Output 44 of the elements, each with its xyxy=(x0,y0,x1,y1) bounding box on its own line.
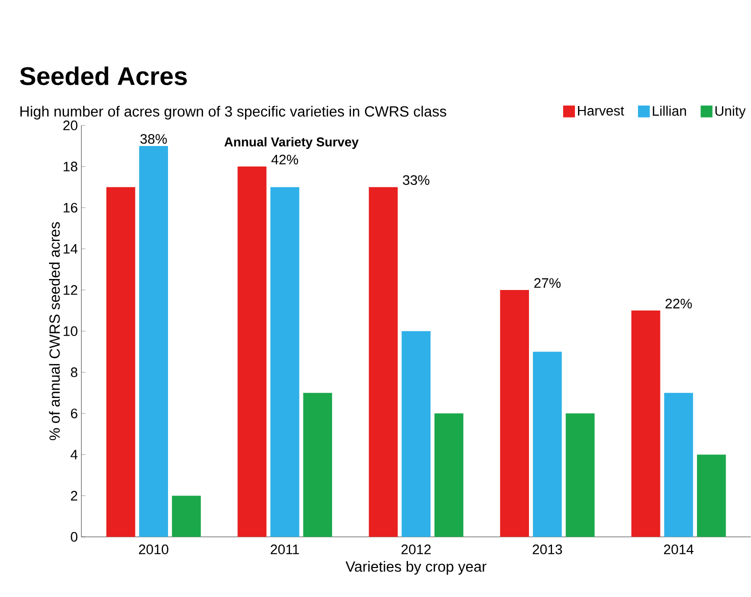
y-tick-label: 10 xyxy=(64,326,78,336)
x-tick-label: 2011 xyxy=(270,544,299,554)
bar xyxy=(139,146,168,538)
legend-label: Unity xyxy=(715,106,746,119)
x-tick-label: 2013 xyxy=(532,544,562,554)
y-tick-label: 16 xyxy=(64,203,78,213)
y-tick-label: 14 xyxy=(64,244,78,254)
annotation: 22% xyxy=(666,298,692,309)
bar xyxy=(402,331,431,538)
bar xyxy=(172,496,201,538)
y-tick-label: 12 xyxy=(64,285,78,295)
x-tick-label: 2010 xyxy=(139,544,168,554)
y-tick-label: 6 xyxy=(70,408,78,419)
bar xyxy=(631,310,660,538)
chart-subtitle: High number of acres grown of 3 specific varieties in CWRS class xyxy=(20,106,446,120)
x-tick-label: 2014 xyxy=(664,544,694,554)
y-tick-label: 20 xyxy=(63,120,78,130)
x-axis-title: Varieties by crop year xyxy=(346,561,486,575)
legend-label: Lillian xyxy=(652,106,686,116)
annotation: 38% xyxy=(140,134,167,144)
legend-label: Harvest xyxy=(578,106,624,116)
y-tick-label: 18 xyxy=(64,162,78,172)
chart-title: Seeded Acres xyxy=(20,66,187,86)
annotation: 27% xyxy=(534,278,561,288)
y-axis-title: % of annual CWRS seeded acres xyxy=(49,222,60,440)
y-tick-label: 2 xyxy=(70,491,78,501)
bar xyxy=(434,414,464,538)
bar xyxy=(303,393,332,538)
annotation: 42% xyxy=(271,154,298,165)
bar xyxy=(500,290,529,538)
bar xyxy=(664,393,694,538)
bar xyxy=(270,187,300,538)
bar xyxy=(696,454,726,538)
bar xyxy=(368,187,398,538)
bar xyxy=(106,187,136,538)
bar xyxy=(532,352,562,538)
bar xyxy=(238,166,266,538)
y-tick-label: 4 xyxy=(70,450,78,460)
annotation: 33% xyxy=(402,175,430,186)
bar xyxy=(566,414,595,538)
x-tick-label: 2012 xyxy=(402,544,431,554)
annotation: Annual Variety Survey xyxy=(224,137,359,150)
y-tick-label: 0 xyxy=(70,532,78,542)
y-tick-label: 8 xyxy=(70,368,78,378)
